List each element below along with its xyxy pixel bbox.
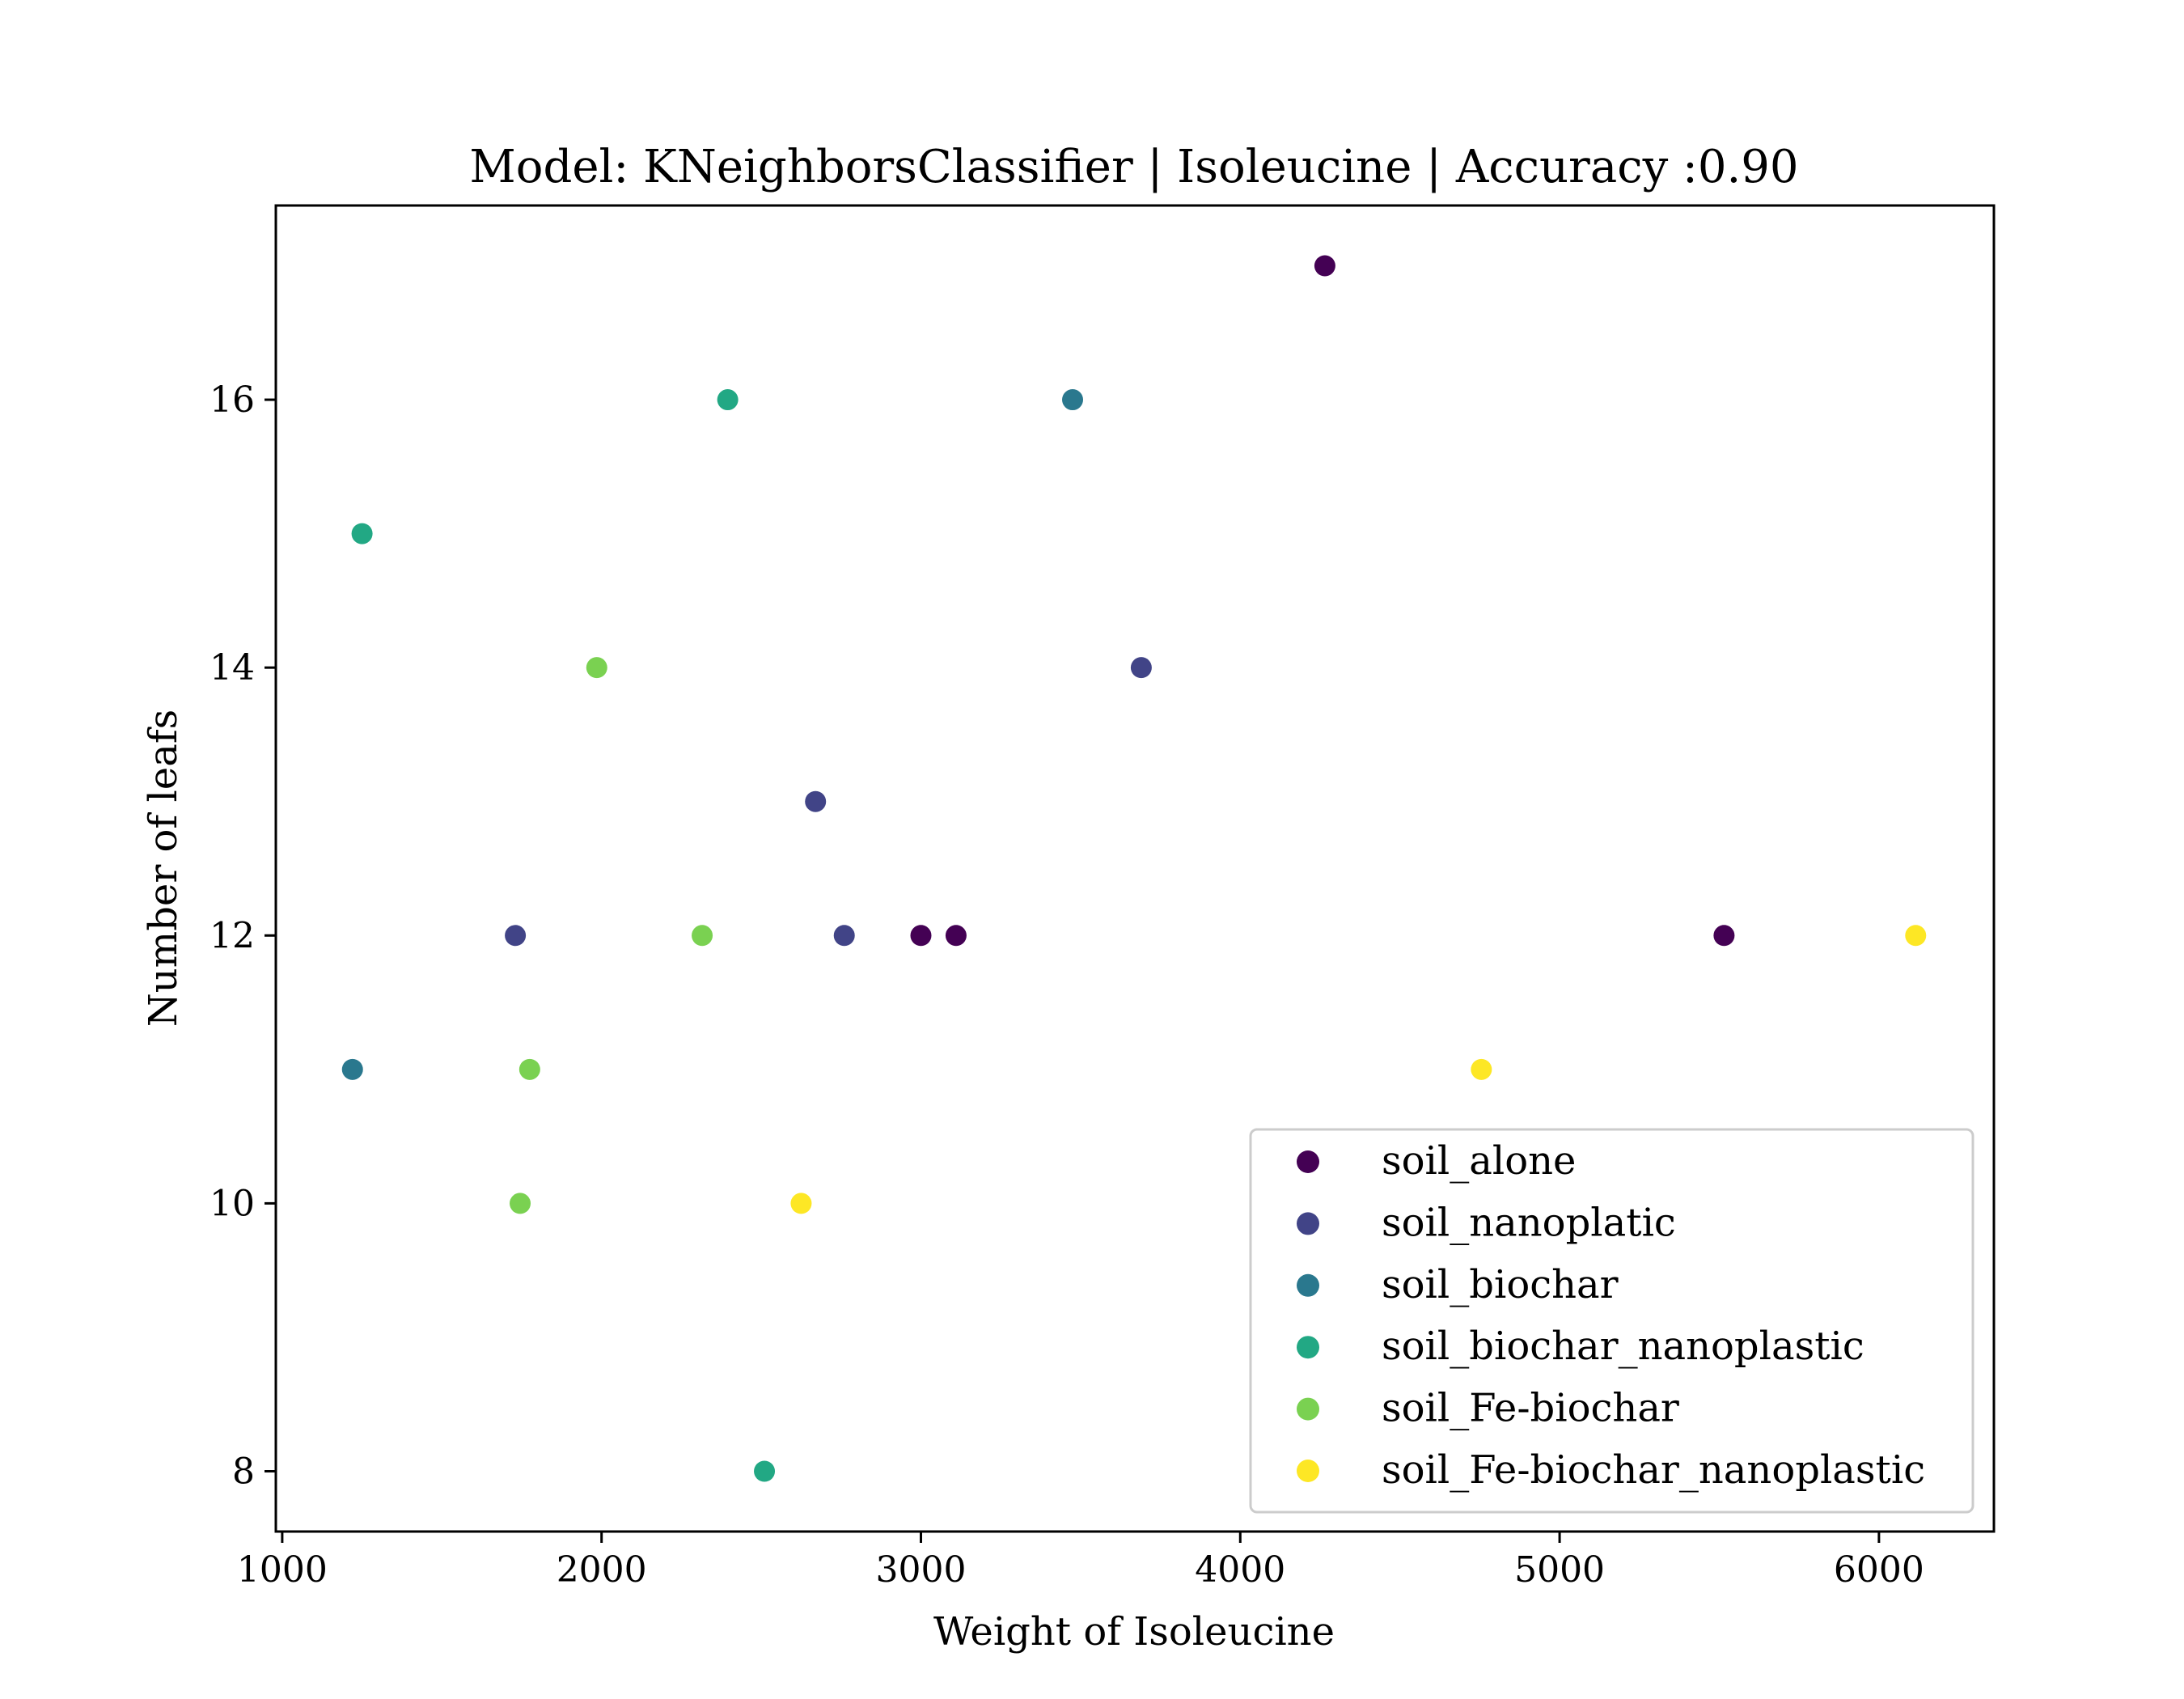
legend-marker: [1297, 1212, 1319, 1235]
data-point: [717, 389, 739, 411]
data-point: [1314, 255, 1335, 277]
y-axis-label: Number of leafs: [141, 710, 186, 1027]
legend-box: [1249, 1128, 1974, 1514]
legend-marker: [1297, 1150, 1319, 1173]
x-tick-label: 4000: [1195, 1549, 1285, 1591]
y-tick-label: 10: [210, 1183, 255, 1224]
data-point: [833, 925, 855, 947]
data-point: [910, 925, 932, 947]
legend-marker: [1297, 1273, 1319, 1297]
legend-label: soil_alone: [1382, 1138, 1576, 1184]
data-point: [790, 1193, 812, 1214]
data-point: [1130, 657, 1152, 679]
plot-marks: [341, 255, 1927, 1482]
y-tick-label: 8: [232, 1451, 255, 1493]
data-point: [510, 1193, 531, 1214]
data-point: [754, 1460, 776, 1482]
data-point: [505, 925, 527, 947]
data-point: [805, 790, 827, 812]
x-tick-label: 3000: [875, 1549, 966, 1591]
data-point: [341, 1058, 363, 1080]
x-tick-label: 1000: [237, 1549, 328, 1591]
plot-frame: [274, 204, 1996, 1533]
y-tick-label: 12: [210, 915, 255, 956]
data-point: [518, 1058, 540, 1080]
legend-label: soil_biochar_nanoplastic: [1382, 1324, 1864, 1369]
data-point: [586, 657, 607, 679]
legend-label: soil_Fe-biochar: [1382, 1386, 1679, 1431]
chart-title: Model: KNeighborsClassifier | Isoleucine…: [469, 141, 1798, 193]
x-axis-label: Weight of Isoleucine: [933, 1609, 1335, 1655]
data-point: [692, 925, 713, 947]
data-point: [1471, 1058, 1492, 1080]
legend-marker: [1297, 1397, 1319, 1421]
y-axis-ticks: 8 10 12 14 16: [210, 379, 276, 1493]
data-point: [1713, 925, 1735, 947]
legend-label: soil_Fe-biochar_nanoplastic: [1382, 1447, 1925, 1493]
legend-label: soil_biochar: [1382, 1262, 1619, 1307]
legend: soil_alone soil_nanoplatic soil_biocharsoi…: [1249, 1128, 1974, 1514]
x-tick-label: 6000: [1834, 1549, 1924, 1591]
y-tick-label: 14: [210, 647, 255, 688]
x-tick-label: 5000: [1514, 1549, 1605, 1591]
legend-marker: [1297, 1336, 1319, 1359]
data-point: [1062, 389, 1084, 411]
x-tick-label: 2000: [557, 1549, 647, 1591]
data-point: [1905, 925, 1927, 947]
legend-label: soil_nanoplatic: [1382, 1200, 1676, 1245]
data-point: [945, 925, 967, 947]
y-tick-label: 16: [210, 379, 255, 421]
data-point: [351, 523, 373, 544]
x-axis-ticks: 1000 2000 3000 4000 5000 6000: [237, 1532, 1924, 1591]
legend-marker: [1297, 1460, 1319, 1482]
